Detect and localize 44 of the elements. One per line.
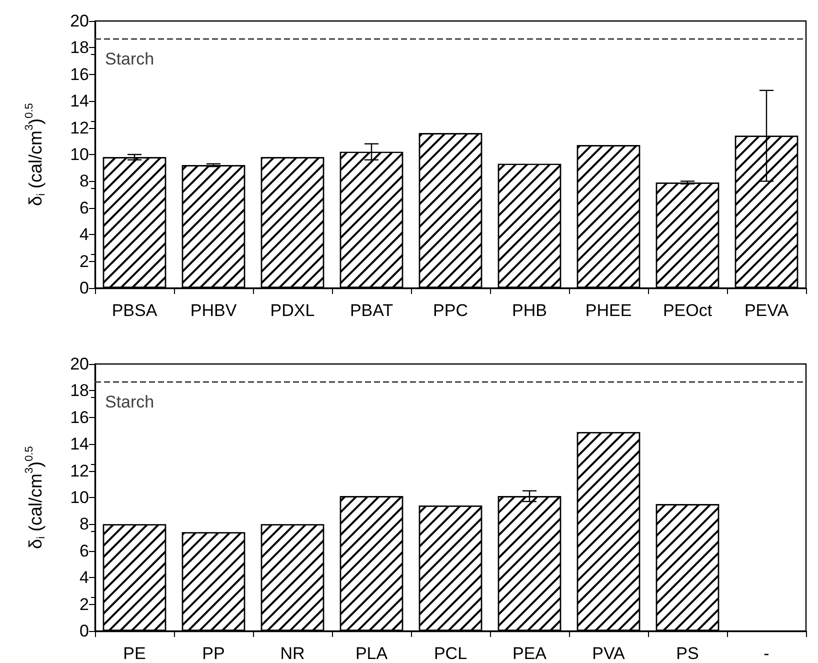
x-tick-label: PBAT bbox=[350, 301, 394, 320]
x-tick-label: PHEE bbox=[585, 301, 632, 320]
ref-line-label: Starch bbox=[105, 49, 154, 68]
y-axis-title: δi (cal/cm3)0.5 bbox=[24, 446, 48, 549]
y-tick-label: 2 bbox=[80, 252, 89, 271]
y-tick-label: 0 bbox=[80, 622, 89, 640]
y-tick-label: 4 bbox=[80, 568, 89, 588]
x-tick-label: PPC bbox=[433, 301, 468, 320]
x-tick-label: PHB bbox=[512, 301, 547, 320]
y-tick-label: 6 bbox=[80, 541, 89, 560]
x-tick-label: PHBV bbox=[190, 301, 238, 320]
y-tick-label: 0 bbox=[80, 278, 89, 298]
y-tick-label: 10 bbox=[70, 145, 89, 164]
ref-line-label: Starch bbox=[105, 392, 154, 412]
x-tick-label: PLA bbox=[355, 644, 388, 663]
y-axis-title: δi (cal/cm3)0.5 bbox=[24, 103, 48, 206]
y-tick-label: 12 bbox=[70, 118, 89, 138]
y-tick-label: 20 bbox=[70, 12, 89, 30]
y-tick-label: 4 bbox=[80, 225, 89, 244]
x-tick-label: PEA bbox=[512, 644, 548, 663]
y-tick-label: 8 bbox=[80, 514, 89, 534]
x-tick-label: PP bbox=[202, 644, 225, 663]
y-tick-label: 12 bbox=[70, 461, 89, 480]
x-tick-label: PDXL bbox=[270, 301, 315, 320]
x-tick-label: NR bbox=[280, 644, 305, 663]
x-tick-label: PE bbox=[123, 644, 146, 663]
x-tick-label: PS bbox=[676, 644, 699, 663]
y-tick-label: 18 bbox=[70, 38, 89, 58]
y-tick-label: 14 bbox=[70, 92, 89, 111]
x-tick-label: PEVA bbox=[744, 301, 790, 320]
x-tick-label: PEOct bbox=[662, 301, 712, 320]
x-tick-label: PCL bbox=[434, 644, 468, 663]
y-tick-label: 14 bbox=[70, 434, 89, 454]
y-tick-label: 18 bbox=[70, 381, 89, 400]
y-tick-label: 2 bbox=[80, 594, 89, 614]
x-tick-label: PVA bbox=[592, 644, 626, 663]
y-tick-label: 16 bbox=[70, 64, 89, 84]
y-tick-label: 16 bbox=[70, 408, 89, 427]
x-tick-label: PBSA bbox=[112, 301, 158, 320]
y-tick-label: 20 bbox=[70, 354, 89, 374]
x-tick-label: - bbox=[764, 644, 770, 663]
y-tick-label: 8 bbox=[80, 172, 89, 191]
y-tick-label: 6 bbox=[80, 198, 89, 218]
y-tick-label: 10 bbox=[70, 488, 89, 507]
